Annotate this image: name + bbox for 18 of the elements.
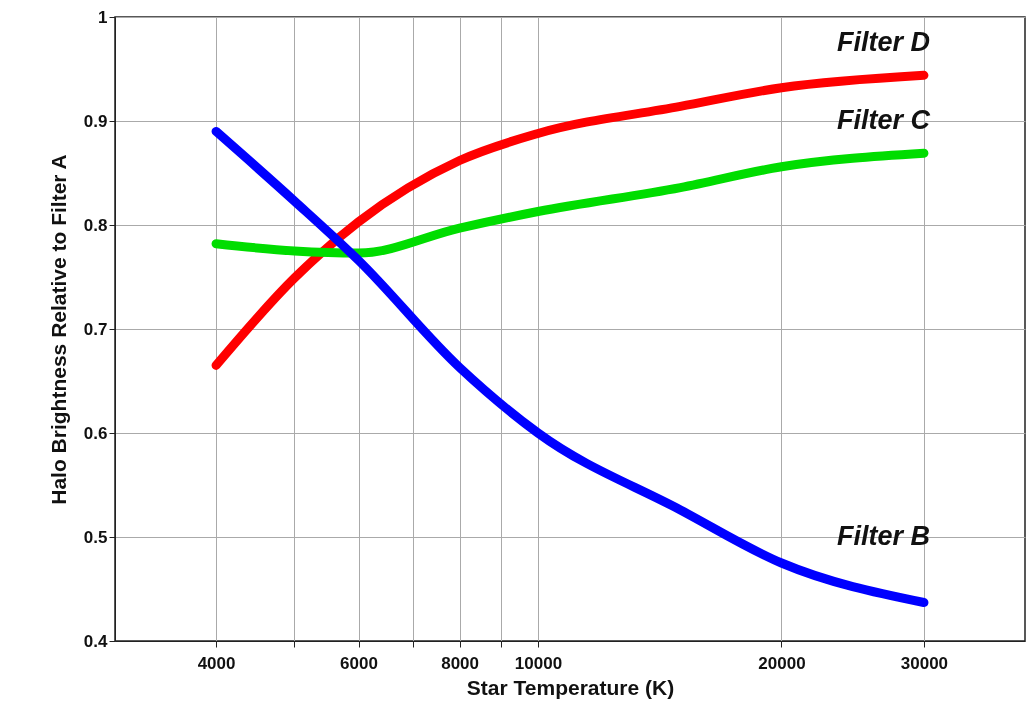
y-tick-label: 1 — [98, 7, 108, 27]
series-label: Filter C — [836, 105, 931, 136]
x-tick-label: 20000 — [758, 653, 806, 673]
x-tick-label: 6000 — [340, 653, 378, 673]
x-axis-title: Star Temperature (K) — [466, 675, 675, 699]
series-label: Filter D — [836, 27, 930, 58]
y-tick-label: 0.9 — [83, 111, 108, 131]
series-label: Filter B — [836, 520, 930, 551]
y-tick-label: 0.7 — [83, 319, 108, 339]
y-tick-label: 0.6 — [83, 423, 108, 443]
x-tick-label: 10000 — [514, 653, 563, 673]
y-axis-title: Halo Brightness Relative to Filter A — [46, 154, 70, 505]
y-tick-label: 0.8 — [83, 215, 108, 235]
x-tick-label: 8000 — [441, 653, 479, 673]
y-tick-label: 0.4 — [83, 631, 109, 651]
x-tick-label: 4000 — [197, 653, 236, 673]
x-tick-label: 30000 — [900, 653, 949, 673]
y-tick-label: 0.5 — [83, 527, 108, 547]
